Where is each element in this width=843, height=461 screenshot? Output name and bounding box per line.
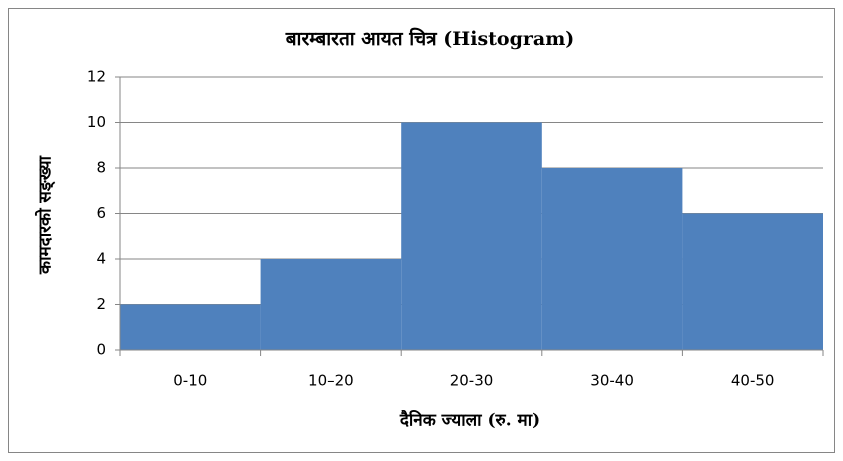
y-tick-label: 6 xyxy=(96,204,106,222)
chart-title: बारम्बारता आयत चित्र (Histogram) xyxy=(285,27,575,50)
y-tick-label: 8 xyxy=(96,159,106,177)
y-tick-label: 10 xyxy=(87,113,106,131)
bar xyxy=(120,304,261,350)
x-tick-label: 20-30 xyxy=(450,372,494,390)
bar xyxy=(260,259,402,350)
y-axis-title: कामदारको सङ्ख्या xyxy=(35,155,56,275)
x-tick-label: 30-40 xyxy=(590,372,634,390)
y-tick-label: 0 xyxy=(96,341,106,359)
x-tick-label: 40-50 xyxy=(731,372,775,390)
y-tick-label: 4 xyxy=(96,250,106,268)
x-tick-label: 10–20 xyxy=(308,372,354,390)
bar xyxy=(682,213,823,350)
bar xyxy=(541,168,683,350)
y-tick-label: 2 xyxy=(96,295,106,313)
x-tick-label: 0-10 xyxy=(173,372,207,390)
bar xyxy=(401,122,542,350)
y-tick-label: 12 xyxy=(87,68,106,86)
x-axis-title: दैनिक ज्याला (रु. मा) xyxy=(399,410,540,431)
